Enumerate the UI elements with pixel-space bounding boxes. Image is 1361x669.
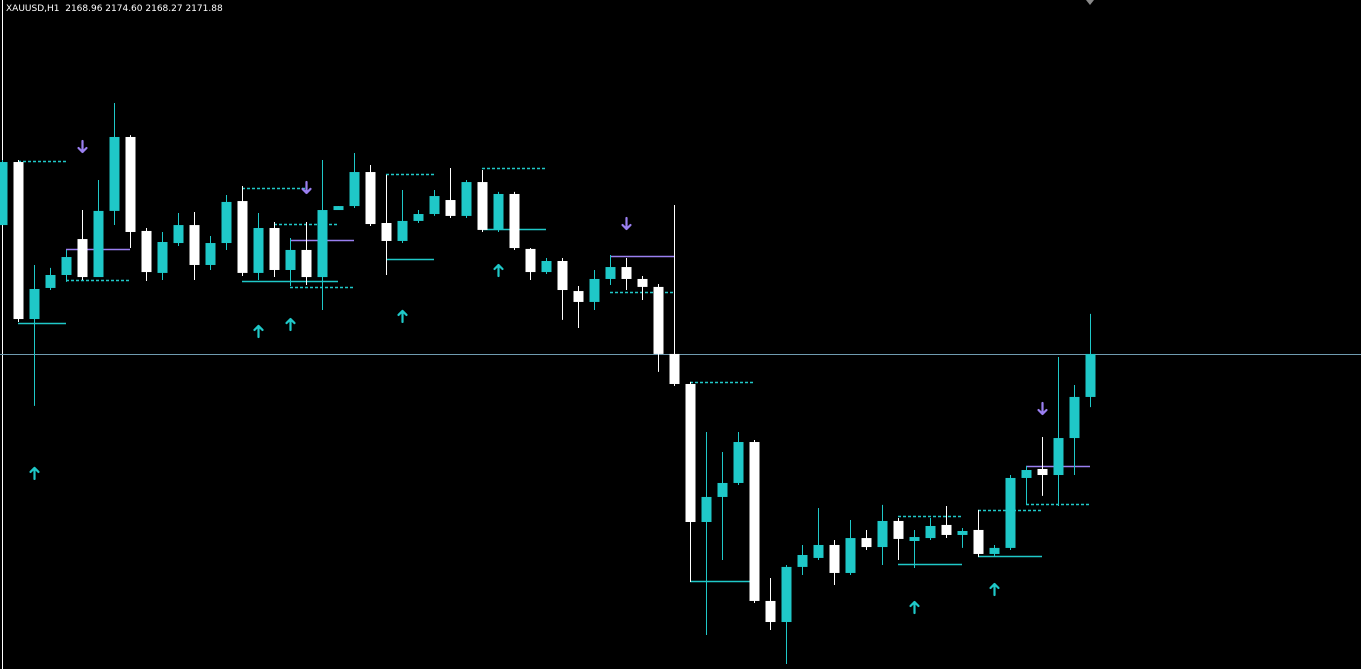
candle-body xyxy=(1005,477,1016,548)
shift-marker xyxy=(1086,0,1094,5)
candle-body xyxy=(221,201,232,244)
candle-body xyxy=(269,228,280,270)
candle-body xyxy=(749,442,760,601)
candle-body xyxy=(61,257,72,275)
candle-body xyxy=(877,520,888,548)
candle-body xyxy=(13,162,24,320)
candle-body xyxy=(893,520,904,539)
candle-body xyxy=(141,230,152,273)
candle-body xyxy=(1053,438,1064,476)
candle-body xyxy=(525,248,536,273)
candle-body xyxy=(765,600,776,623)
candle-body xyxy=(349,172,360,207)
candle-body xyxy=(301,249,312,278)
candle-body xyxy=(717,482,728,497)
candle-body xyxy=(573,291,584,302)
candle-body xyxy=(333,206,344,211)
candle-body xyxy=(797,554,808,567)
candle-body xyxy=(493,193,504,230)
candle-body xyxy=(285,249,296,270)
candle-body xyxy=(477,182,488,230)
candle-body xyxy=(429,196,440,215)
candle-body xyxy=(157,242,168,273)
candle-body xyxy=(1021,470,1032,478)
candle-body xyxy=(317,210,328,278)
candle-body xyxy=(861,538,872,548)
candle-body xyxy=(1069,396,1080,439)
candle-body xyxy=(541,261,552,273)
candle-body xyxy=(557,261,568,291)
candle-body xyxy=(93,210,104,278)
candle-body xyxy=(909,537,920,542)
candle-body xyxy=(381,223,392,241)
candle-body xyxy=(685,383,696,523)
candle-body xyxy=(237,201,248,273)
candle-body xyxy=(941,524,952,535)
candle-body xyxy=(925,525,936,539)
up-arrow xyxy=(989,582,1000,597)
candle-body xyxy=(205,243,216,265)
candle-body xyxy=(973,529,984,554)
candle-body xyxy=(0,162,8,226)
up-arrow xyxy=(493,263,504,278)
chart-title: XAUUSD,H1 2168.96 2174.60 2168.27 2171.8… xyxy=(6,4,223,14)
up-arrow xyxy=(397,309,408,324)
candle-body xyxy=(701,496,712,523)
candle-body xyxy=(253,228,264,273)
up-arrow xyxy=(29,466,40,481)
candle-body xyxy=(605,267,616,279)
candle-body xyxy=(173,225,184,244)
candle-body xyxy=(461,182,472,216)
candle-body xyxy=(957,530,968,535)
candle-body xyxy=(413,214,424,221)
candle-body xyxy=(733,442,744,483)
candle-body xyxy=(781,566,792,623)
down-arrow xyxy=(621,216,632,231)
candle-body xyxy=(125,136,136,232)
candle-body xyxy=(29,288,40,320)
candle-body xyxy=(1085,353,1096,397)
up-arrow xyxy=(253,324,264,339)
candle-body xyxy=(989,547,1000,554)
candle-body xyxy=(109,136,120,211)
candle-body xyxy=(77,239,88,278)
up-arrow xyxy=(285,317,296,332)
candle-body xyxy=(669,353,680,384)
candle-body xyxy=(621,267,632,279)
candle-body xyxy=(189,225,200,265)
candle-body xyxy=(589,278,600,302)
candle-body xyxy=(637,278,648,287)
candle-body xyxy=(445,200,456,216)
candle-body xyxy=(845,538,856,573)
candle-body xyxy=(45,274,56,288)
down-arrow xyxy=(301,180,312,195)
candle-body xyxy=(813,544,824,558)
down-arrow xyxy=(1037,401,1048,416)
candle-body xyxy=(829,544,840,573)
candle-body xyxy=(397,220,408,241)
candle-body xyxy=(653,286,664,354)
candle-body xyxy=(1037,468,1048,476)
candle-body xyxy=(365,172,376,225)
down-arrow xyxy=(77,139,88,154)
candle-body xyxy=(509,193,520,249)
up-arrow xyxy=(909,600,920,615)
